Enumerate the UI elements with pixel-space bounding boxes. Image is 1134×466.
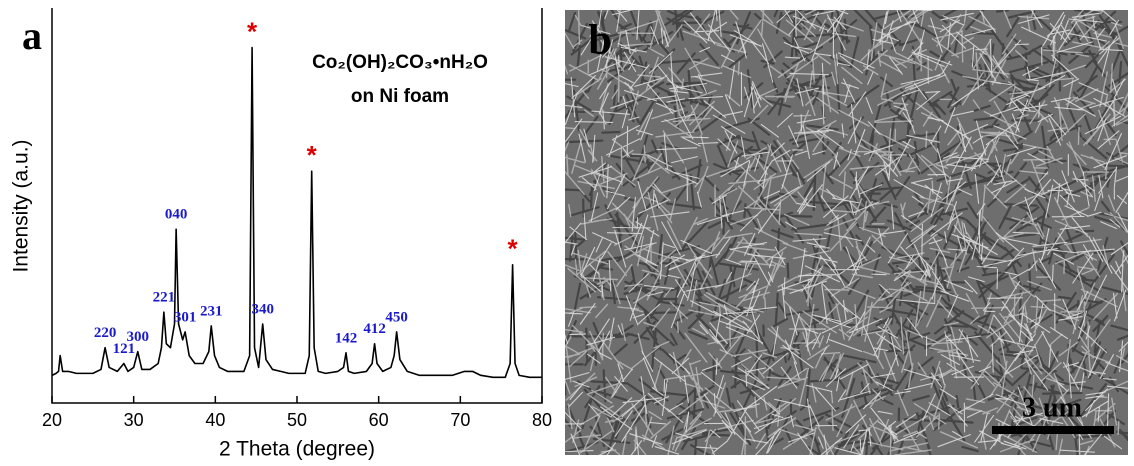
xrd-line (51, 46, 542, 379)
substrate-peak-marker: * (508, 234, 519, 264)
substrate-peak-marker: * (247, 16, 258, 46)
x-tick-label: 40 (205, 410, 225, 430)
annotation: Co₂(OH)₂CO₃•nH₂O (312, 52, 488, 73)
scale-bar-label: 3 um (1022, 392, 1082, 423)
peak-label: 450 (385, 309, 408, 325)
sem-image: b 3 um (565, 10, 1128, 455)
peak-label: 340 (251, 301, 274, 317)
peak-label: 231 (200, 303, 223, 319)
annotation: on Ni foam (351, 86, 449, 107)
peak-label: 221 (153, 290, 176, 306)
peak-label: 412 (363, 321, 386, 337)
x-axis-label: 2 Theta (degree) (219, 438, 375, 461)
y-axis-label: Intensity (a.u.) (10, 139, 33, 272)
x-tick-label: 80 (532, 410, 552, 430)
substrate-peak-marker: * (307, 140, 318, 170)
peak-label: 301 (174, 309, 197, 325)
x-tick-label: 20 (42, 410, 62, 430)
peak-label: 040 (165, 207, 188, 223)
x-tick-label: 60 (369, 410, 389, 430)
peak-label: 300 (127, 329, 150, 345)
x-tick-label: 70 (450, 410, 470, 430)
peak-label: 220 (94, 325, 117, 341)
x-tick-label: 30 (124, 410, 144, 430)
peak-label: 142 (335, 330, 358, 346)
peak-label: 121 (113, 341, 136, 357)
x-tick-label: 50 (287, 410, 307, 430)
panel-label: b (588, 18, 611, 64)
scale-bar (992, 426, 1114, 434)
panel-label: a (22, 13, 42, 58)
